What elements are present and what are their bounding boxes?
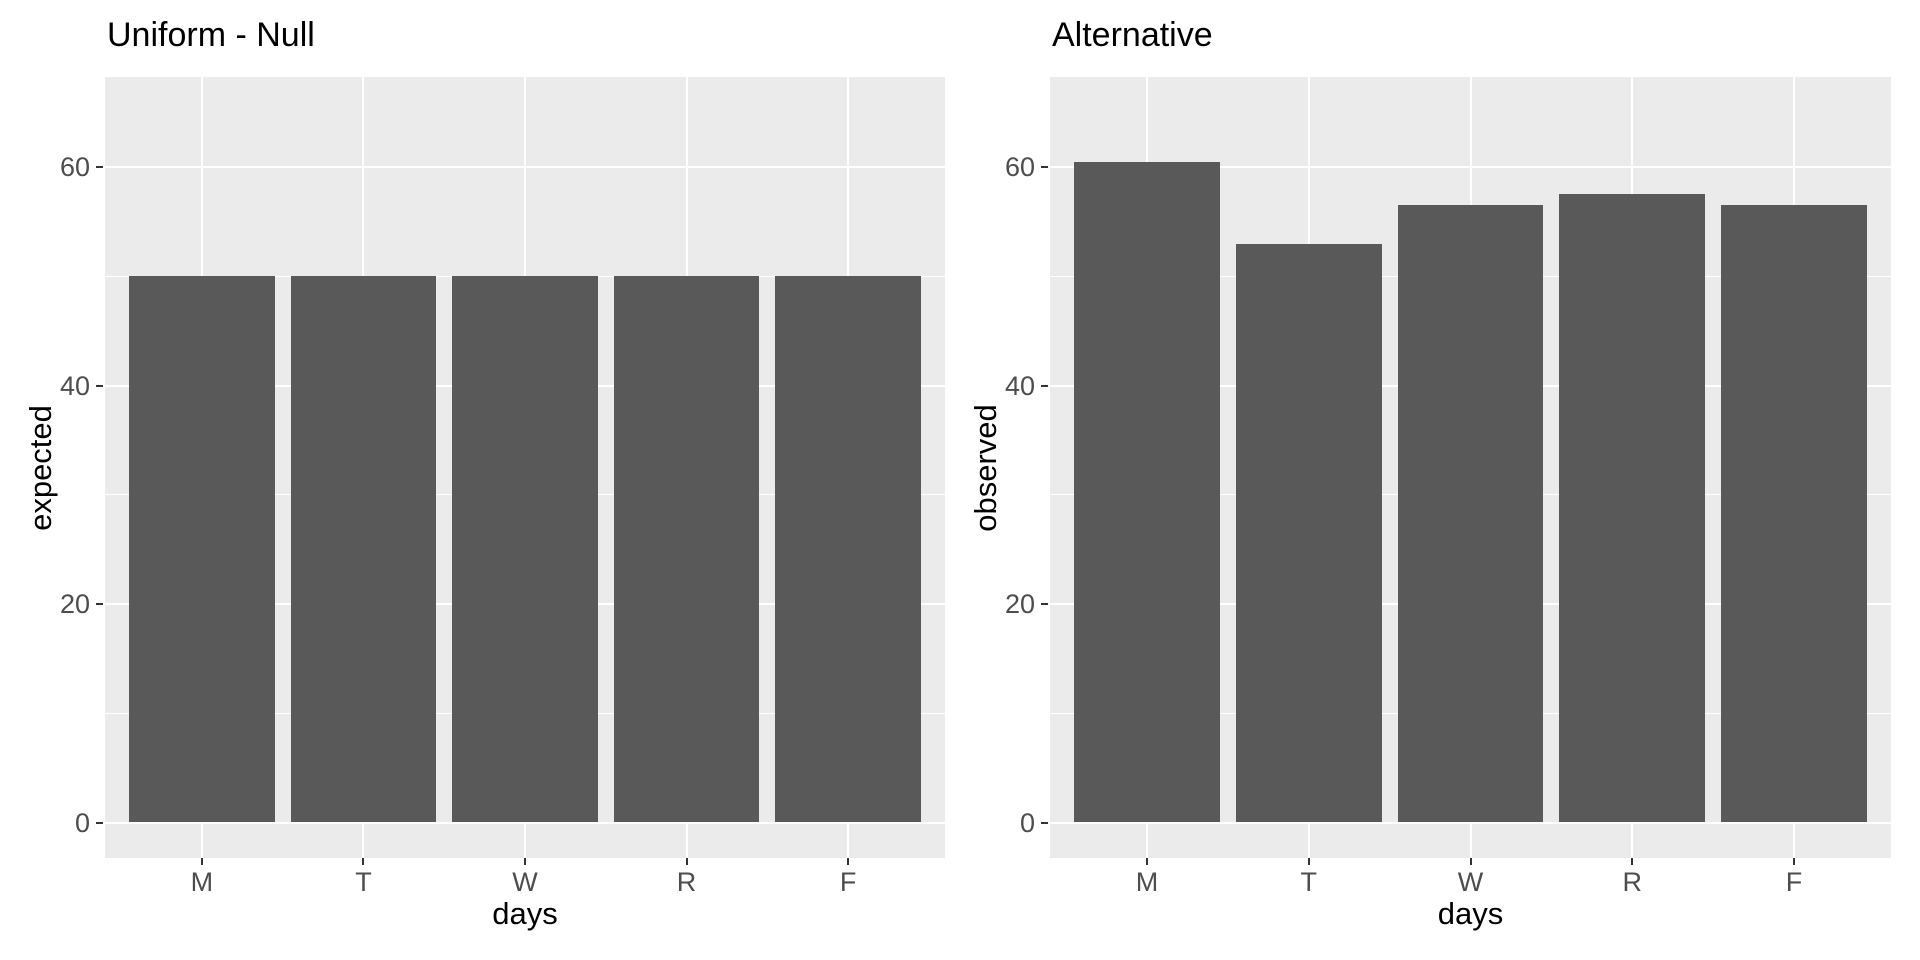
y-tick-label: 0 bbox=[74, 807, 90, 838]
x-tick-mark bbox=[1146, 858, 1149, 865]
x-tick-label: T bbox=[355, 867, 372, 897]
plot-title: Uniform - Null bbox=[107, 16, 315, 54]
x-tick-label: F bbox=[839, 867, 857, 897]
x-tick-mark bbox=[1631, 858, 1634, 865]
x-axis-title: days bbox=[1437, 896, 1504, 931]
y-axis-title: expected bbox=[23, 404, 58, 531]
y-tick-label: 20 bbox=[1004, 589, 1035, 620]
bar-R bbox=[1559, 194, 1705, 823]
y-tick-mark bbox=[96, 384, 103, 387]
plot-title: Alternative bbox=[1052, 16, 1213, 54]
x-tick-mark bbox=[1792, 858, 1795, 865]
bar-R bbox=[613, 276, 760, 823]
x-tick-label: W bbox=[512, 867, 538, 897]
bar-M bbox=[129, 276, 275, 823]
y-tick-label: 60 bbox=[59, 152, 90, 183]
y-tick-mark bbox=[1041, 166, 1048, 169]
x-tick-mark bbox=[1469, 858, 1472, 865]
y-tick-label: 20 bbox=[59, 589, 90, 620]
bar-F bbox=[775, 276, 921, 823]
y-tick-mark bbox=[96, 821, 103, 824]
y-tick-label: 40 bbox=[1004, 370, 1035, 401]
y-tick-label: 60 bbox=[1004, 152, 1035, 183]
x-tick-mark bbox=[524, 858, 526, 865]
plot-panel bbox=[105, 77, 945, 858]
y-tick-mark bbox=[1041, 384, 1048, 387]
x-tick-label: M bbox=[190, 867, 214, 897]
y-tick-mark bbox=[96, 166, 103, 169]
x-tick-mark bbox=[847, 858, 850, 865]
bar-F bbox=[1721, 205, 1867, 823]
x-tick-mark bbox=[685, 858, 688, 865]
y-axis-title: observed bbox=[968, 403, 1003, 532]
plot-panel bbox=[1050, 77, 1891, 858]
x-tick-label: R bbox=[1622, 867, 1642, 897]
y-tick-label: 40 bbox=[59, 370, 90, 401]
y-tick-mark bbox=[1041, 603, 1048, 606]
x-tick-mark bbox=[200, 858, 203, 865]
x-tick-label: R bbox=[676, 867, 697, 897]
x-tick-mark bbox=[1307, 858, 1310, 865]
y-tick-mark bbox=[96, 603, 103, 606]
bar-W bbox=[1397, 205, 1544, 823]
bar-T bbox=[290, 276, 437, 823]
bar-M bbox=[1074, 161, 1220, 823]
bar-T bbox=[1235, 243, 1382, 823]
bar-W bbox=[452, 276, 598, 823]
x-tick-label: W bbox=[1457, 867, 1484, 897]
y-tick-label: 0 bbox=[1019, 807, 1035, 838]
x-axis-title: days bbox=[492, 896, 558, 931]
x-tick-label: F bbox=[1785, 867, 1803, 897]
x-tick-mark bbox=[362, 858, 365, 865]
x-tick-label: T bbox=[1300, 867, 1318, 897]
x-tick-label: M bbox=[1135, 867, 1159, 897]
y-tick-mark bbox=[1041, 821, 1048, 824]
